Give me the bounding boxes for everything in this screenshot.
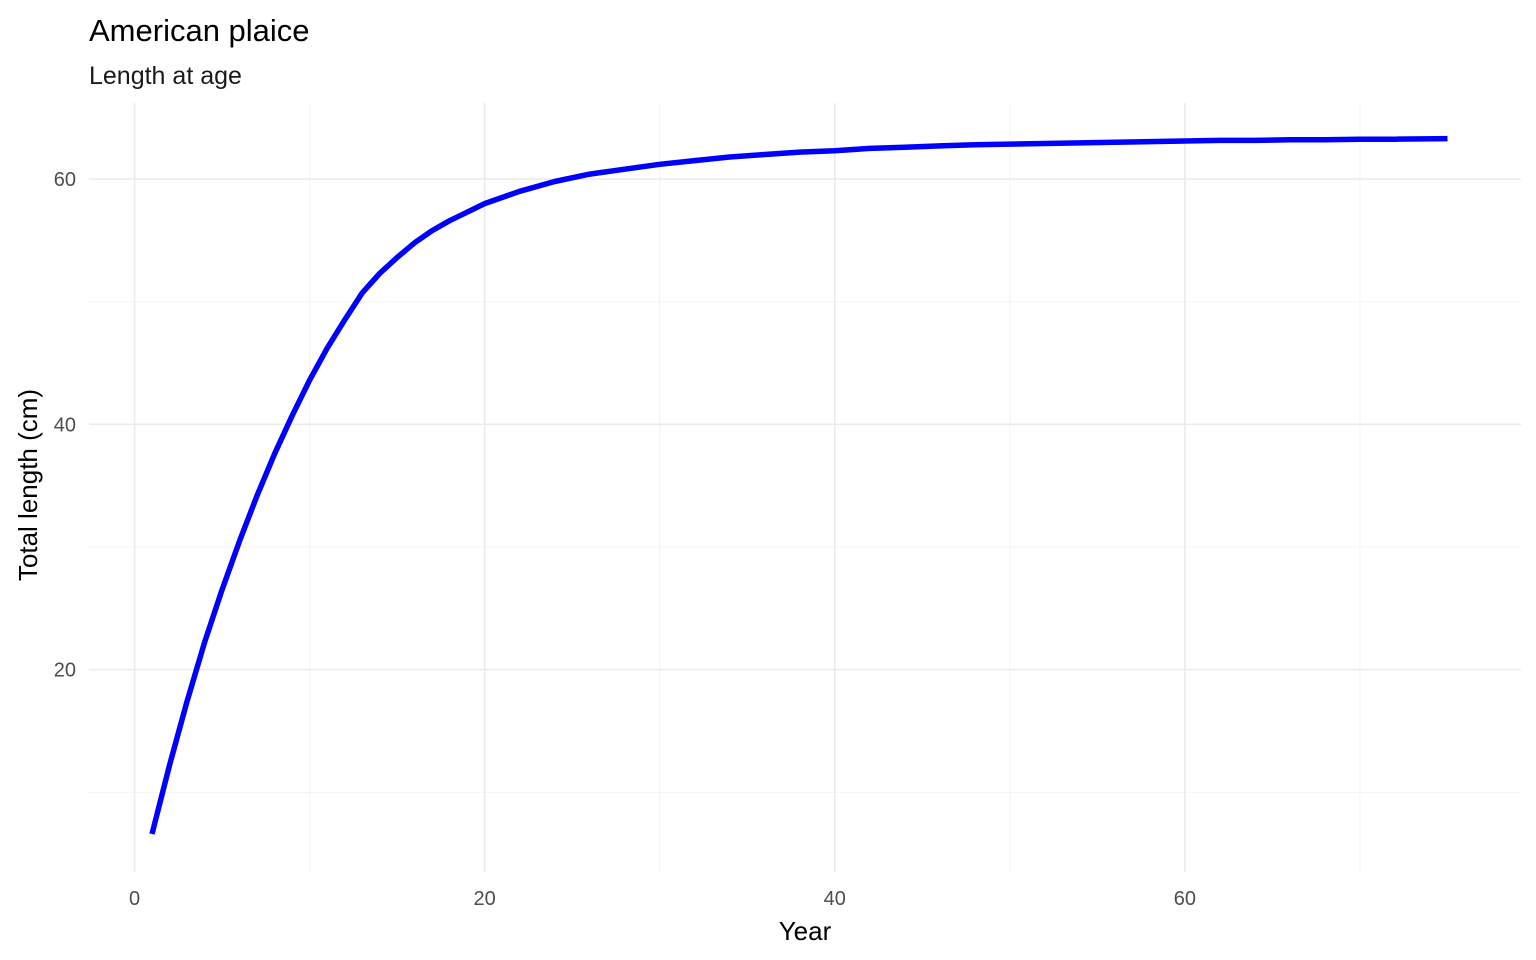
y-axis-title: Total length (cm) <box>13 389 43 581</box>
series-layer <box>149 135 1448 835</box>
y-tick-label: 40 <box>54 414 76 436</box>
major-gridlines <box>89 103 1521 872</box>
chart-title: American plaice <box>89 13 310 48</box>
minor-gridlines <box>89 103 1521 872</box>
chart-subtitle: Length at age <box>89 62 242 90</box>
x-axis-ticks: 0 20 40 60 <box>129 888 1196 910</box>
x-tick-label: 20 <box>474 888 496 910</box>
x-tick-label: 40 <box>824 888 846 910</box>
y-axis-ticks: 20 40 60 <box>54 169 76 682</box>
y-tick-label: 20 <box>54 660 76 682</box>
x-axis-title: Year <box>779 916 832 946</box>
length-at-age-line <box>149 135 1448 835</box>
x-tick-label: 0 <box>129 888 140 910</box>
y-tick-label: 60 <box>54 169 76 191</box>
x-tick-label: 60 <box>1174 888 1196 910</box>
